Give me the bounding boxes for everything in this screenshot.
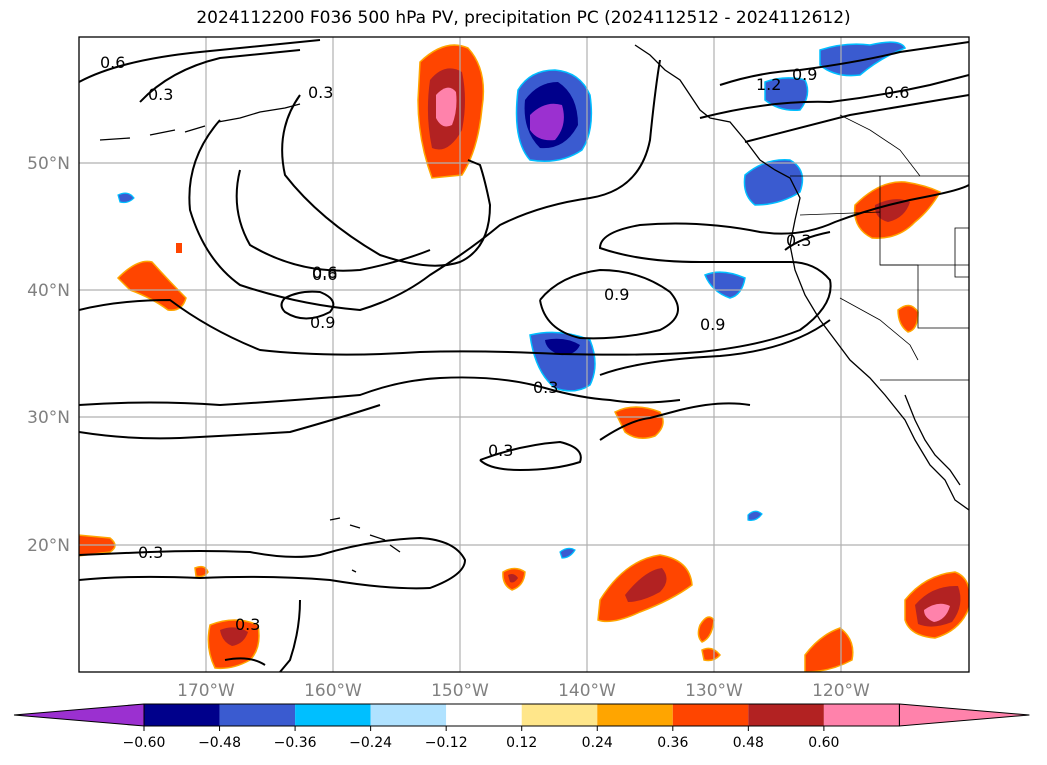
lat-tick: 20°N xyxy=(27,536,70,556)
colorbar: −0.60 −0.48 −0.36 −0.24 −0.12 0.12 0.24 0.36 0.4… xyxy=(13,703,1030,751)
map-frame xyxy=(78,36,970,673)
lon-tick: 160°W xyxy=(304,681,362,701)
colorbar-bin xyxy=(295,704,371,726)
precip-blob-mid xyxy=(613,406,664,439)
lon-tick: 120°W xyxy=(812,681,870,701)
colorbar-tick-label: −0.12 xyxy=(425,735,468,751)
colorbar-tick-label: 0.48 xyxy=(733,735,764,751)
colorbar-tick-label: 0.60 xyxy=(808,735,839,751)
colorbar-bin xyxy=(144,704,220,726)
colorbar-bin xyxy=(219,704,296,726)
colorbar-tick-label: −0.36 xyxy=(274,735,317,751)
pv-contours xyxy=(79,39,969,672)
latitude-tick-labels: 50°N 40°N 30°N 20°N xyxy=(27,154,70,556)
lon-tick: 170°W xyxy=(177,681,235,701)
contour-label: 0.3 xyxy=(308,83,333,102)
colorbar-bin xyxy=(597,704,673,726)
contour-label: 0.6 xyxy=(100,53,125,72)
contour-label: 0.3 xyxy=(533,378,558,397)
colorbar-bin xyxy=(446,704,522,726)
lon-tick: 150°W xyxy=(431,681,489,701)
contour-label: 0.3 xyxy=(786,231,811,250)
colorbar-extend-low xyxy=(13,703,145,727)
lon-tick: 130°W xyxy=(685,681,743,701)
contour-label: 0.9 xyxy=(310,313,335,332)
colorbar-tick-label: 0.24 xyxy=(582,735,613,751)
contour-label: 0.6 xyxy=(312,263,337,282)
contour-label: 0.3 xyxy=(138,543,163,562)
colorbar-bin xyxy=(748,704,824,726)
contour-label: 1.2 xyxy=(756,75,781,94)
colorbar-bin xyxy=(672,704,749,726)
colorbar-tick-label: −0.24 xyxy=(349,735,392,751)
map-title: 2024112200 F036 500 hPa PV, precipitatio… xyxy=(196,8,851,28)
lat-tick: 30°N xyxy=(27,408,70,428)
contour-label: 0.9 xyxy=(792,65,817,84)
lat-tick: 50°N xyxy=(27,154,70,174)
contour-label: 0.9 xyxy=(700,315,725,334)
contour-label: 0.6 xyxy=(884,83,909,102)
longitude-tick-labels: 170°W 160°W 150°W 140°W 130°W 120°W xyxy=(177,681,870,701)
precip-negative-areas xyxy=(117,41,907,559)
colorbar-bin xyxy=(370,704,447,726)
colorbar-tick-label: 0.12 xyxy=(506,735,537,751)
contour-label: 0.3 xyxy=(235,615,260,634)
colorbar-tick-label: −0.48 xyxy=(198,735,241,751)
lat-tick: 40°N xyxy=(27,281,70,301)
colorbar-bin xyxy=(521,704,598,726)
pv-contour-labels: 0.6 0.3 0.3 0.6 1.2 0.9 0.6 0.3 0.6 0.9 … xyxy=(100,53,909,634)
contour-label: 0.9 xyxy=(604,285,629,304)
colorbar-extend-high xyxy=(898,703,1030,727)
political-borders xyxy=(790,114,969,381)
colorbar-tick-label: −0.60 xyxy=(123,735,166,751)
lon-tick: 140°W xyxy=(558,681,616,701)
colorbar-bin xyxy=(823,704,900,726)
contour-label: 0.6 xyxy=(312,265,337,284)
contour-label: 0.3 xyxy=(148,85,173,104)
contour-label: 0.3 xyxy=(488,441,513,460)
colorbar-tick-label: 0.36 xyxy=(657,735,688,751)
precip-positive-areas xyxy=(79,44,969,672)
